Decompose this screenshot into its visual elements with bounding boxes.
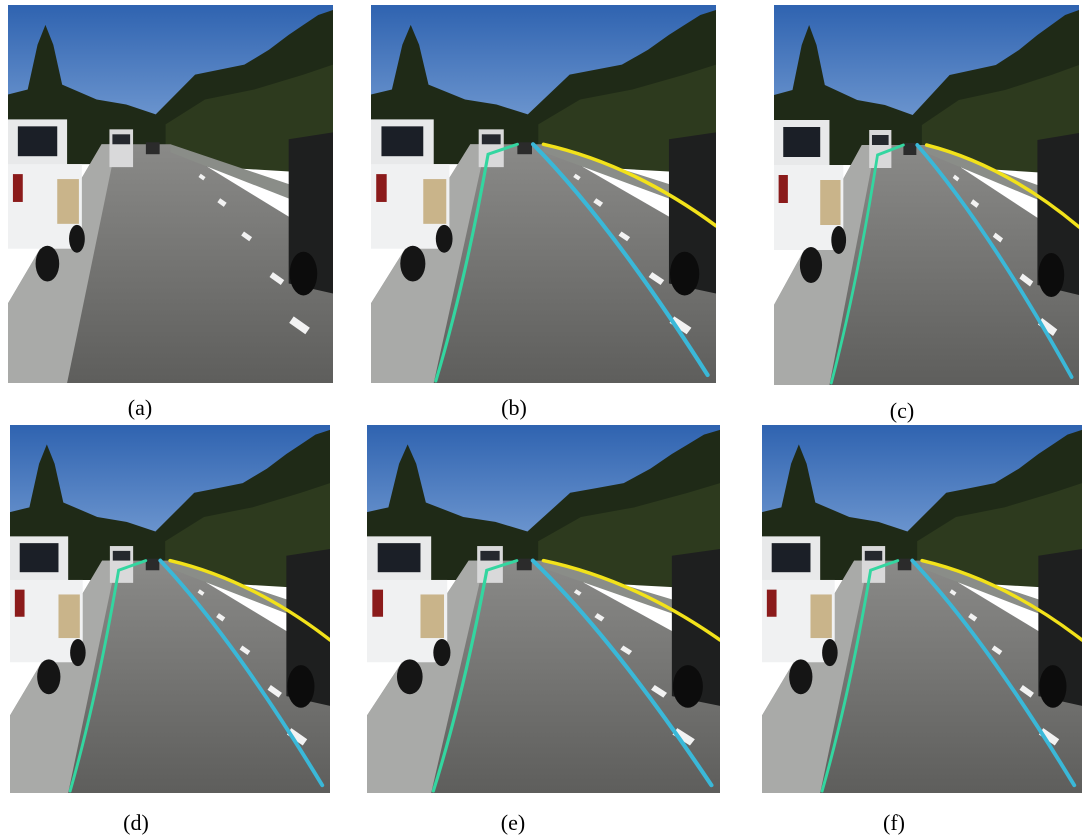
lane-line-far: [541, 558, 720, 642]
left-shoulder: [774, 145, 876, 385]
distant-cars: [478, 129, 532, 168]
distant-cars: [109, 129, 160, 168]
lane-overlay: [820, 558, 1082, 793]
road-scene-image: [762, 425, 1082, 793]
pickup-truck: [371, 119, 453, 282]
dark-suv: [1038, 548, 1082, 708]
lane-line-far: [920, 558, 1082, 642]
lane-overlay: [434, 142, 716, 383]
lane-overlay: [431, 558, 720, 793]
road-scene-image: [371, 5, 716, 383]
lane-line-left: [434, 142, 519, 383]
caption-a: (a): [110, 395, 170, 421]
pickup-truck: [367, 536, 451, 695]
caption-d: (d): [106, 810, 166, 836]
lane-line-right: [915, 143, 1074, 379]
panel-d: [10, 425, 330, 793]
left-shoulder: [8, 144, 117, 383]
caption-c: (c): [872, 398, 932, 424]
lane-line-far: [541, 142, 716, 228]
road-scene-image: [774, 5, 1079, 385]
panel-a: [8, 5, 333, 383]
lane-dashes: [573, 589, 695, 746]
distant-cars: [109, 546, 160, 583]
lane-line-far: [168, 558, 330, 642]
lane-overlay: [68, 558, 330, 793]
caption-label: (c): [889, 398, 915, 423]
lane-dashes: [949, 589, 1060, 746]
caption-label: (e): [500, 810, 526, 835]
lane-dashes: [573, 173, 692, 335]
distant-cars: [861, 546, 912, 583]
road-scene-image: [10, 425, 330, 793]
lane-line-left: [820, 559, 900, 793]
distant-cars: [477, 546, 532, 583]
left-shoulder: [371, 144, 486, 383]
lane-dashes: [198, 173, 310, 335]
dark-suv: [671, 548, 720, 708]
caption-label: (f): [883, 810, 905, 835]
caption-b: (b): [484, 395, 544, 421]
lane-line-right: [530, 142, 710, 378]
panel-f: [762, 425, 1082, 793]
road-scene-image: [367, 425, 720, 793]
left-shoulder: [367, 560, 485, 793]
lane-dashes: [197, 589, 308, 746]
dark-suv: [286, 548, 330, 708]
left-shoulder: [762, 560, 869, 793]
caption-label: (d): [123, 810, 149, 835]
caption-label: (a): [127, 395, 153, 420]
lane-line-left: [431, 559, 519, 793]
pickup-truck: [774, 120, 847, 283]
pickup-truck: [10, 536, 86, 695]
pickup-truck: [762, 536, 838, 695]
caption-f: (f): [864, 810, 924, 836]
dark-suv: [1037, 133, 1079, 297]
panel-b: [371, 5, 716, 383]
pickup-truck: [8, 119, 85, 282]
distant-cars: [869, 130, 917, 168]
lane-overlay: [829, 143, 1079, 385]
lane-line-right: [158, 558, 325, 788]
lane-dashes: [952, 174, 1058, 337]
panel-e: [367, 425, 720, 793]
caption-label: (b): [501, 395, 527, 420]
lane-line-right: [530, 558, 714, 788]
lane-line-left: [68, 559, 148, 793]
dark-suv: [288, 132, 333, 296]
road-scene-image: [8, 5, 333, 383]
lane-line-far: [924, 143, 1079, 229]
dark-suv: [668, 132, 716, 296]
lane-line-left: [829, 143, 905, 385]
left-shoulder: [10, 560, 117, 793]
caption-e: (e): [483, 810, 543, 836]
panel-c: [774, 5, 1079, 385]
lane-line-right: [910, 558, 1077, 788]
